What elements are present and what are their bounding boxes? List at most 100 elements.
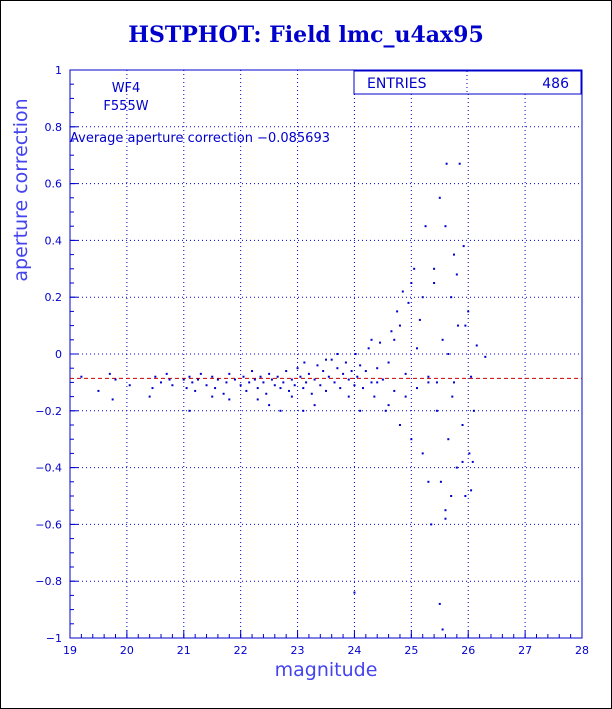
data-point [464, 324, 467, 327]
stats-value: 486 [542, 76, 569, 92]
data-point [444, 225, 447, 228]
data-point [339, 387, 342, 390]
data-point [290, 395, 293, 398]
data-point [447, 353, 450, 355]
data-point [270, 378, 273, 381]
data-point [379, 341, 382, 344]
data-point [470, 489, 473, 492]
data-point [265, 392, 268, 395]
data-point [461, 460, 464, 463]
data-point [171, 384, 174, 387]
data-point [396, 310, 399, 313]
data-point [467, 310, 470, 313]
data-point [256, 387, 259, 390]
data-point [313, 404, 316, 407]
data-point [353, 591, 356, 594]
data-point [222, 392, 225, 395]
data-point [282, 381, 285, 384]
data-point [370, 381, 373, 384]
data-point [185, 387, 188, 390]
data-point [421, 452, 424, 455]
data-point [381, 378, 384, 381]
data-point [427, 375, 430, 378]
data-point [182, 378, 185, 381]
data-point [330, 358, 333, 361]
data-point [354, 353, 357, 355]
data-point [468, 452, 471, 455]
data-point [424, 225, 427, 228]
data-point [471, 460, 474, 463]
data-point [80, 375, 83, 378]
data-point [373, 395, 376, 398]
data-point [393, 338, 396, 341]
data-point [325, 358, 327, 361]
data-point [151, 387, 154, 390]
y-tick-label: 1 [55, 64, 62, 77]
data-point [248, 381, 251, 384]
data-point [322, 370, 325, 373]
y-tick-label: −0.4 [35, 462, 62, 475]
data-point [111, 398, 114, 401]
stats-label: ENTRIES [367, 76, 427, 92]
filter-label: F555W [103, 99, 148, 114]
data-point [239, 384, 242, 387]
chip-label: WF4 [112, 81, 141, 96]
data-point [342, 372, 345, 375]
data-point [433, 282, 436, 284]
data-point [427, 381, 430, 384]
data-point [464, 495, 467, 497]
average-annotation: Average aperture correction −0.085693 [70, 131, 330, 146]
data-point [451, 395, 454, 398]
data-point [427, 480, 430, 483]
x-tick-label: 28 [575, 644, 589, 657]
data-point [305, 381, 308, 384]
data-point [316, 364, 319, 367]
data-point [228, 398, 231, 401]
data-point [416, 387, 419, 390]
grid-lines [69, 69, 583, 639]
data-point [188, 409, 191, 412]
data-point [410, 438, 413, 441]
y-tick-label: 0.8 [45, 121, 63, 134]
data-point [410, 282, 413, 284]
data-point [447, 438, 450, 441]
x-axis-label: magnitude [275, 659, 378, 681]
y-tick-label: 0.2 [45, 291, 63, 304]
data-point [461, 424, 464, 426]
data-point [128, 384, 131, 387]
data-point [421, 296, 424, 299]
axis-ticks [69, 69, 583, 639]
x-tick-label: 23 [291, 644, 305, 657]
data-point [367, 347, 370, 350]
y-axis-label: aperture correction [10, 98, 32, 281]
data-point [302, 387, 305, 390]
x-tick-label: 26 [461, 644, 475, 657]
data-point [199, 372, 202, 375]
data-point [462, 245, 465, 248]
x-tick-label: 24 [347, 644, 361, 657]
data-point [356, 375, 359, 378]
data-point [148, 395, 151, 398]
data-point [455, 273, 458, 276]
y-tick-label: 0 [55, 348, 62, 361]
data-point [445, 162, 448, 165]
data-point [114, 378, 117, 381]
data-point [165, 372, 168, 375]
x-tick-label: 20 [120, 644, 134, 657]
y-tick-label: −0.8 [35, 575, 62, 588]
data-point [302, 409, 305, 412]
data-point [370, 338, 373, 341]
y-tick-label: −0.6 [35, 518, 62, 531]
data-point [194, 389, 197, 392]
data-point [268, 372, 271, 375]
data-point [433, 267, 436, 270]
data-point [364, 370, 367, 373]
data-point [268, 404, 271, 407]
data-point [253, 378, 256, 381]
data-point [387, 404, 390, 407]
data-point [285, 370, 288, 373]
data-point [376, 381, 379, 384]
x-tick-label: 21 [177, 644, 191, 657]
y-tick-label: 0.6 [45, 178, 63, 191]
